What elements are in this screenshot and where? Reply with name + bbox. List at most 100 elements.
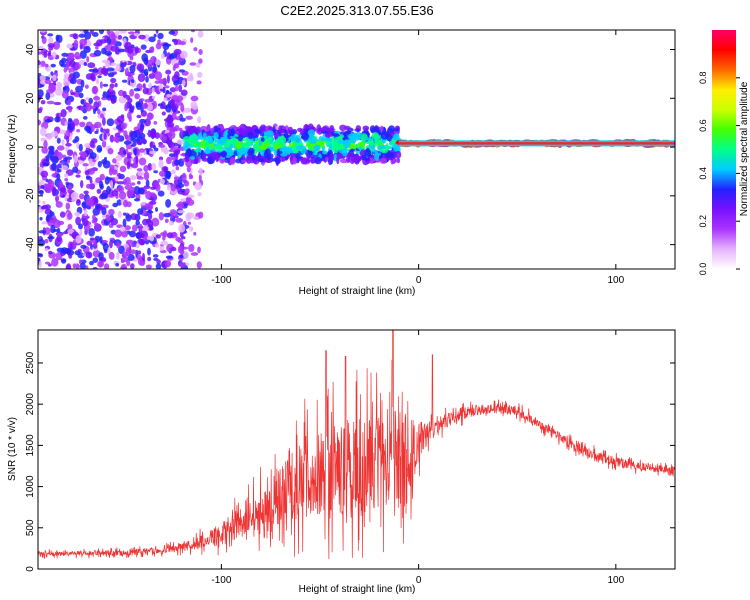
spectrogram-cell	[84, 170, 90, 176]
spectrogram-cell	[166, 89, 169, 94]
spectrogram-cell	[155, 207, 158, 212]
spectrogram-cell	[58, 181, 63, 188]
spectrogram-cell	[281, 149, 287, 153]
spectrogram-cell	[135, 220, 140, 226]
spectrogram-cell	[159, 156, 163, 161]
spectrogram-cell	[148, 212, 153, 221]
spectrogram-cell	[288, 142, 296, 147]
spectrogram-cell	[107, 72, 115, 78]
spectrogram-cell	[380, 132, 389, 140]
spectrogram-cell	[40, 60, 46, 67]
spectrogram-cell	[148, 73, 155, 79]
spectrogram-cell	[46, 214, 50, 222]
spectrogram-cell	[92, 214, 96, 221]
spectrogram-cell	[48, 84, 56, 93]
spectrogram-cell	[112, 202, 119, 208]
spectrogram-cell	[93, 223, 102, 232]
spectrogram-cell	[152, 144, 156, 150]
spectrogram-cell	[371, 132, 380, 141]
spectrogram-cell	[105, 214, 111, 222]
spectrogram-cell	[100, 192, 108, 200]
spectrogram-cell	[344, 125, 351, 130]
spectrogram-cell	[65, 202, 71, 210]
spectrogram-cell	[115, 175, 119, 182]
spectrogram-cell	[89, 105, 97, 110]
spectrogram-cell	[105, 94, 111, 99]
spectrogram-cell	[43, 140, 48, 149]
spectrogram-cell	[109, 134, 115, 143]
spectrogram-cell	[178, 69, 186, 73]
spectrogram-cell	[215, 139, 222, 143]
spectrogram-cell	[74, 211, 81, 217]
spectrogram-cell	[178, 223, 186, 233]
spectrogram-cell	[263, 150, 269, 159]
spectrogram-chart: -100 0 100 -40 -20 0 20 40 Height of straight l…	[7, 29, 676, 297]
spectrogram-cell	[149, 130, 157, 139]
spectrogram-cell	[229, 157, 236, 165]
spectrogram-cell	[48, 149, 55, 159]
spectrogram-cell	[61, 139, 65, 146]
spectrogram-cell	[125, 201, 132, 208]
spectrogram-cell	[215, 144, 223, 148]
spectrogram-cell	[89, 140, 95, 148]
spectrogram-cell	[155, 234, 161, 239]
spectrogram-cell	[101, 47, 107, 55]
spectrogram-cell	[60, 187, 67, 193]
spectrogram-cell	[67, 212, 73, 220]
spectrogram-cell	[189, 226, 194, 232]
spectrogram-cell	[159, 249, 167, 254]
spectrogram-cell	[202, 132, 207, 141]
spectrogram-cell	[170, 183, 176, 192]
spectrogram-cell	[185, 212, 192, 222]
spectrogram-cell	[67, 99, 71, 106]
spectrogram-cell	[38, 108, 43, 114]
spectrogram-cell	[385, 143, 389, 150]
spectrogram-cell	[161, 53, 165, 59]
spectrogram-cell	[72, 263, 77, 269]
spectrogram-cell	[241, 154, 246, 161]
spectrogram-cell	[85, 103, 92, 112]
spectrogram-cell	[210, 151, 219, 160]
spectrogram-cell	[365, 137, 373, 141]
spectrogram-cell	[128, 115, 132, 122]
spectrogram-cell	[207, 135, 213, 144]
spectrogram-cell	[190, 133, 198, 139]
spectrogram-cell	[70, 191, 79, 201]
spectrogram-cell	[122, 212, 127, 216]
spectrogram-cell	[46, 154, 50, 162]
spectrogram-cell	[237, 134, 243, 142]
spectrogram-cell	[59, 161, 65, 166]
spectrogram-cell	[164, 218, 169, 223]
spectrogram-cell	[155, 183, 161, 192]
spectrogram-cell	[173, 176, 181, 181]
spectrogram-cell	[273, 149, 277, 156]
spectrogram-cell	[298, 157, 302, 162]
spectrogram-cell	[155, 30, 159, 34]
spectrogram-cell	[111, 98, 117, 104]
spectrogram-cell	[70, 92, 76, 96]
spectrogram-cell	[48, 74, 52, 78]
spectrogram-cell	[192, 104, 199, 110]
spectrogram-cell	[56, 84, 62, 91]
spectrogram-cell	[186, 194, 195, 199]
spectrogram-cell	[189, 155, 195, 160]
spectrogram-cell	[145, 76, 149, 83]
snr-x-tick-label: 0	[416, 575, 422, 586]
spectrogram-cell	[102, 117, 106, 126]
spectrogram-cell	[110, 77, 117, 84]
spectrogram-cell	[39, 216, 43, 221]
spectrogram-cell	[145, 179, 150, 187]
spectrogram-cell	[136, 148, 140, 156]
spectrogram-cell	[57, 169, 62, 173]
spectrogram-cell	[166, 172, 171, 180]
spectrogram-cell	[152, 254, 159, 258]
spectrogram-cell	[337, 139, 345, 144]
spectrogram-cell	[260, 142, 269, 150]
spectrogram-cell	[61, 90, 69, 99]
spectrogram-cell	[167, 114, 174, 122]
spectrogram-cell	[127, 97, 133, 104]
spectrogram-cell	[204, 139, 209, 148]
spectrogram-cell	[102, 160, 111, 169]
spectrogram-cell	[258, 158, 265, 163]
spectrogram-cell	[120, 230, 129, 238]
